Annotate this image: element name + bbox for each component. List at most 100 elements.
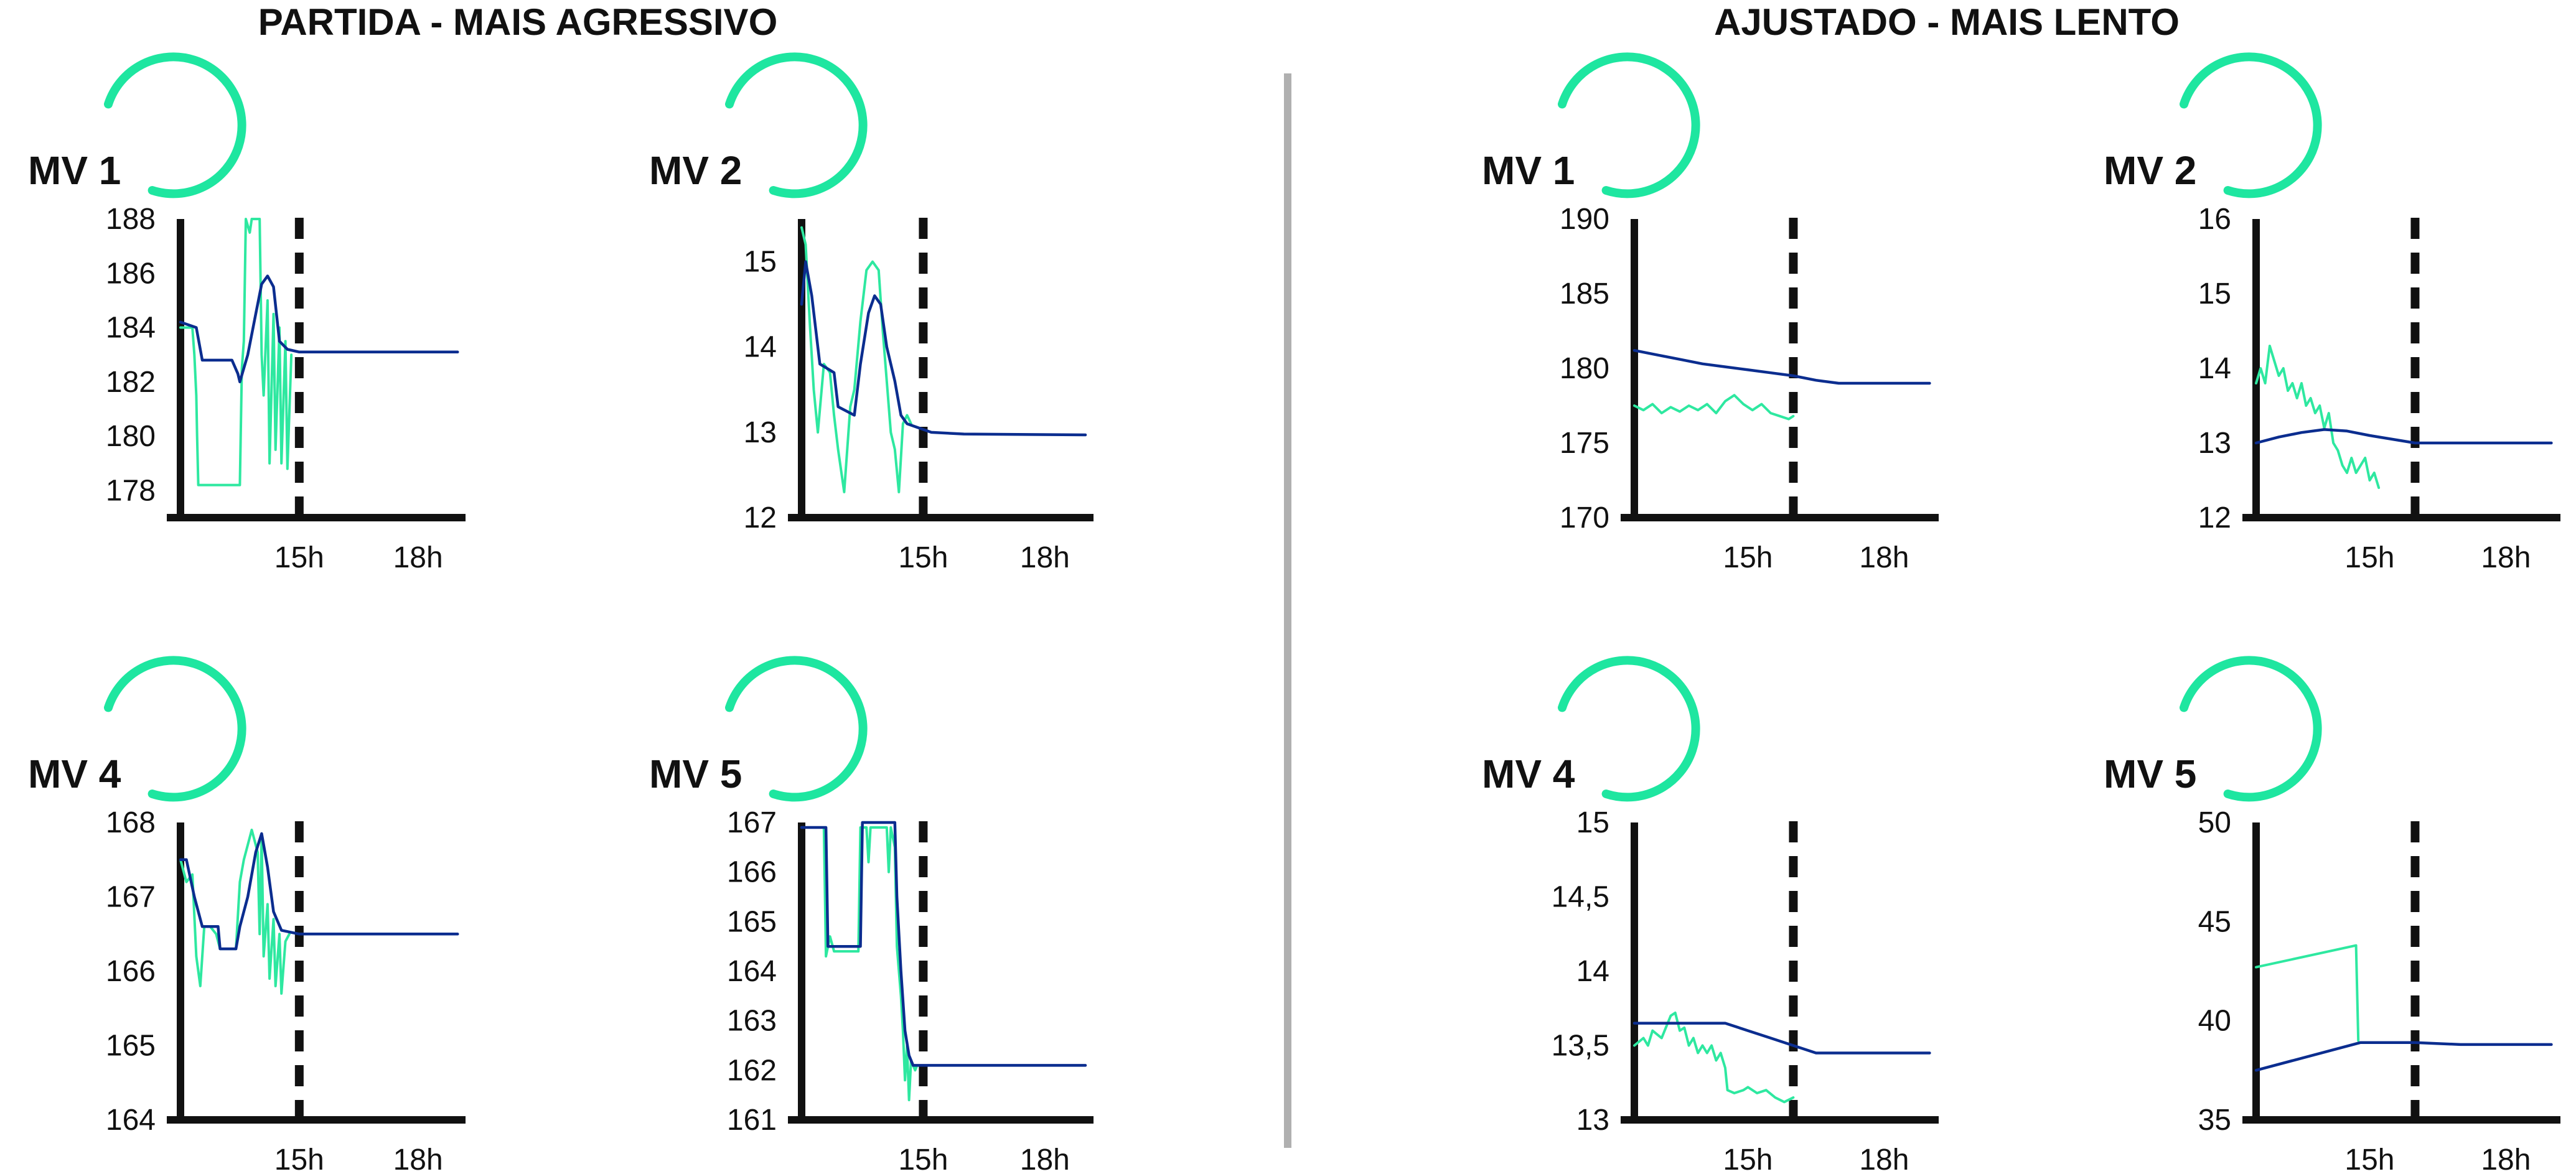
y-tick-label: 184	[106, 312, 156, 345]
chart-panel-7: MV 415 14,5 14 13,5 13 15h 18h	[1482, 656, 1939, 1174]
x-tick-label: 15h	[274, 541, 324, 574]
x-tick-label: 18h	[1020, 541, 1070, 574]
y-tick-label: 185	[1560, 277, 1609, 310]
x-tick-label: 18h	[1020, 1144, 1070, 1174]
series-line-green	[2255, 345, 2381, 489]
y-tick-label: 164	[727, 955, 777, 988]
y-tick-label: 12	[2198, 501, 2231, 534]
mv-label: MV 5	[649, 752, 742, 796]
chart-panel-5: MV 4 168 167 166 165 164 15h 18h	[28, 656, 466, 1174]
x-tick-label: 18h	[1859, 1144, 1909, 1174]
chart-panel-8: MV 550 45 40 35 15h 18h	[2104, 656, 2560, 1174]
x-tick-label: 18h	[393, 541, 443, 574]
x-tick-label: 18h	[393, 1144, 443, 1174]
mv-label: MV 2	[2104, 148, 2196, 193]
y-tick-label: 13	[2198, 427, 2231, 460]
label-arc	[2180, 52, 2322, 198]
y-tick-label: 165	[727, 905, 777, 938]
chart-panel-6: MV 5 167 166 165 164 163 162 161 15h 18h	[649, 656, 1094, 1174]
series-line-blue	[1632, 1022, 1931, 1055]
y-tick-label: 180	[1560, 352, 1609, 385]
series-line-blue	[179, 832, 459, 951]
y-tick-label: 178	[106, 474, 156, 507]
label-arc	[725, 656, 868, 802]
y-tick-label: 45	[2198, 905, 2231, 938]
y-tick-label: 186	[106, 257, 156, 290]
mv-label: MV 1	[28, 148, 121, 193]
series-line-green	[179, 828, 291, 995]
y-tick-label: 180	[106, 420, 156, 453]
mv-label: MV 1	[1482, 148, 1575, 193]
y-tick-label: 13	[1576, 1104, 1609, 1137]
x-tick-label: 15h	[2344, 541, 2394, 574]
y-tick-label: 182	[106, 366, 156, 399]
section-title-left: PARTIDA - MAIS AGRESSIVO	[258, 1, 778, 43]
y-tick-label: 13,5	[1552, 1030, 1609, 1063]
section-title-right: AJUSTADO - MAIS LENTO	[1714, 1, 2180, 43]
x-tick-label: 15h	[274, 1144, 324, 1174]
series-line-green	[2255, 944, 2360, 1042]
y-tick-label: 50	[2198, 806, 2231, 839]
series-line-blue	[2254, 428, 2553, 445]
charts-container: MV 1 188 186 184 182 180 178 15h 18h MV 2 15 14 13 12…	[28, 52, 2560, 1174]
y-tick-label: 168	[106, 806, 156, 839]
mv-label: MV 4	[1482, 752, 1575, 796]
series-line-blue	[800, 821, 1087, 1067]
y-tick-label: 163	[727, 1005, 777, 1038]
mv-label: MV 4	[28, 752, 121, 796]
x-tick-label: 15h	[898, 1144, 948, 1174]
mv-label: MV 5	[2104, 752, 2196, 796]
x-tick-label: 15h	[1723, 1144, 1773, 1174]
y-tick-label: 14,5	[1552, 881, 1609, 914]
x-tick-label: 18h	[2481, 541, 2531, 574]
series-line-blue	[179, 274, 459, 384]
y-tick-label: 15	[744, 246, 777, 279]
chart-panel-2: MV 2 15 14 13 12 15h 18h	[649, 52, 1094, 574]
series-line-blue	[800, 260, 1087, 437]
label-arc	[1558, 52, 1700, 198]
y-tick-label: 165	[106, 1030, 156, 1063]
chart-panel-1: MV 1 188 186 184 182 180 178 15h 18h	[28, 52, 466, 574]
y-tick-label: 14	[744, 331, 777, 364]
series-line-green	[800, 226, 912, 493]
chart-panel-4: MV 216 15 14 13 12 15h 18h	[2104, 52, 2560, 574]
y-tick-label: 166	[106, 955, 156, 988]
label-arc	[104, 52, 246, 198]
label-arc	[104, 656, 246, 802]
x-tick-label: 15h	[2344, 1144, 2394, 1174]
series-line-green	[179, 218, 293, 487]
series-line-green	[1633, 1011, 1795, 1104]
x-tick-label: 18h	[1859, 541, 1909, 574]
label-arc	[725, 52, 868, 198]
y-tick-label: 15	[1576, 806, 1609, 839]
y-tick-label: 14	[1576, 955, 1609, 988]
x-tick-label: 15h	[1723, 541, 1773, 574]
y-tick-label: 40	[2198, 1005, 2231, 1038]
y-tick-label: 35	[2198, 1104, 2231, 1137]
series-line-green	[1633, 394, 1795, 421]
y-tick-label: 15	[2198, 277, 2231, 310]
x-tick-label: 18h	[2481, 1144, 2531, 1174]
y-tick-label: 175	[1560, 427, 1609, 460]
chart-panel-3: MV 1 190 185 180 175 170 15h 18h	[1482, 52, 1939, 574]
y-tick-label: 12	[744, 501, 777, 534]
y-tick-label: 188	[106, 203, 156, 236]
y-tick-label: 166	[727, 856, 777, 889]
y-tick-label: 16	[2198, 203, 2231, 236]
y-tick-label: 190	[1560, 203, 1609, 236]
x-tick-label: 15h	[898, 541, 948, 574]
y-tick-label: 170	[1560, 501, 1609, 534]
label-arc	[2180, 656, 2322, 802]
y-tick-label: 161	[727, 1104, 777, 1137]
label-arc	[1558, 656, 1700, 802]
y-tick-label: 162	[727, 1054, 777, 1087]
y-tick-label: 167	[727, 806, 777, 839]
y-tick-label: 13	[744, 416, 777, 449]
y-tick-label: 164	[106, 1104, 156, 1137]
y-tick-label: 167	[106, 881, 156, 914]
series-line-blue	[2254, 1041, 2553, 1072]
mv-label: MV 2	[649, 148, 742, 193]
series-line-blue	[1632, 348, 1931, 385]
y-tick-label: 14	[2198, 352, 2231, 385]
